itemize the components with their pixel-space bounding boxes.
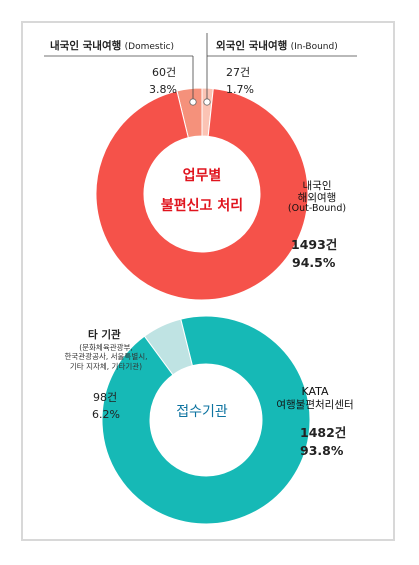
label-outbound-name-line2: 해외여행 bbox=[297, 192, 337, 205]
count-other-agencies: 98건 bbox=[93, 391, 118, 404]
donut2-slice-1 bbox=[101, 315, 311, 525]
label-kata-line1: KATA bbox=[301, 385, 329, 398]
label-kata-line2: 여행불편처리센터 bbox=[276, 398, 354, 411]
label-other-agencies: 타 기관 bbox=[88, 329, 121, 341]
label-other-agencies-sub-line1: (문화체육관광부, bbox=[79, 343, 133, 352]
donut-chart-reception bbox=[101, 315, 311, 525]
label-other-agencies-sub: (문화체육관광부, 한국관광공사, 서울특별시, 기타 지자체, 기타기관) bbox=[56, 343, 156, 371]
label-inbound-sub: (In-Bound) bbox=[290, 42, 338, 52]
label-other-agencies-sub-line3: 기타 지자체, 기타기관) bbox=[69, 361, 143, 371]
label-domestic: 내국인 국내여행 (Domestic) bbox=[50, 40, 174, 52]
leader-dot-domestic bbox=[189, 98, 197, 106]
label-outbound-name-line1: 내국인 bbox=[302, 180, 332, 192]
count-inbound: 27건 bbox=[226, 66, 251, 79]
percent-inbound: 1.7% bbox=[226, 83, 254, 96]
center-label-1-line1: 업무별 bbox=[182, 168, 222, 184]
percent-other-agencies: 6.2% bbox=[92, 408, 120, 421]
center-label-1-line2: 불편신고 처리 bbox=[160, 198, 244, 214]
percent-domestic: 3.8% bbox=[149, 83, 177, 96]
label-domestic-name: 내국인 국내여행 bbox=[50, 40, 122, 52]
label-outbound-sub: (Out-Bound) bbox=[287, 203, 347, 215]
label-other-agencies-sub-line2: 한국관광공사, 서울특별시, bbox=[64, 352, 148, 362]
center-label-2: 접수기관 bbox=[176, 404, 228, 420]
percent-kata: 93.8% bbox=[300, 443, 344, 458]
leader-dot-inbound bbox=[203, 98, 211, 106]
donut-chart-business bbox=[95, 87, 309, 301]
label-outbound: 내국인 해외여행 (Out-Bound) bbox=[282, 180, 352, 215]
label-inbound-name: 외국인 국내여행 bbox=[216, 40, 288, 52]
percent-outbound: 94.5% bbox=[292, 255, 336, 270]
label-kata: KATA 여행불편처리센터 bbox=[272, 385, 358, 411]
count-kata: 1482건 bbox=[300, 425, 347, 440]
label-inbound: 외국인 국내여행 (In-Bound) bbox=[216, 40, 338, 52]
count-outbound: 1493건 bbox=[291, 237, 338, 252]
donut1-slice-2 bbox=[95, 88, 309, 301]
label-domestic-sub: (Domestic) bbox=[124, 42, 175, 52]
count-domestic: 60건 bbox=[152, 66, 177, 79]
